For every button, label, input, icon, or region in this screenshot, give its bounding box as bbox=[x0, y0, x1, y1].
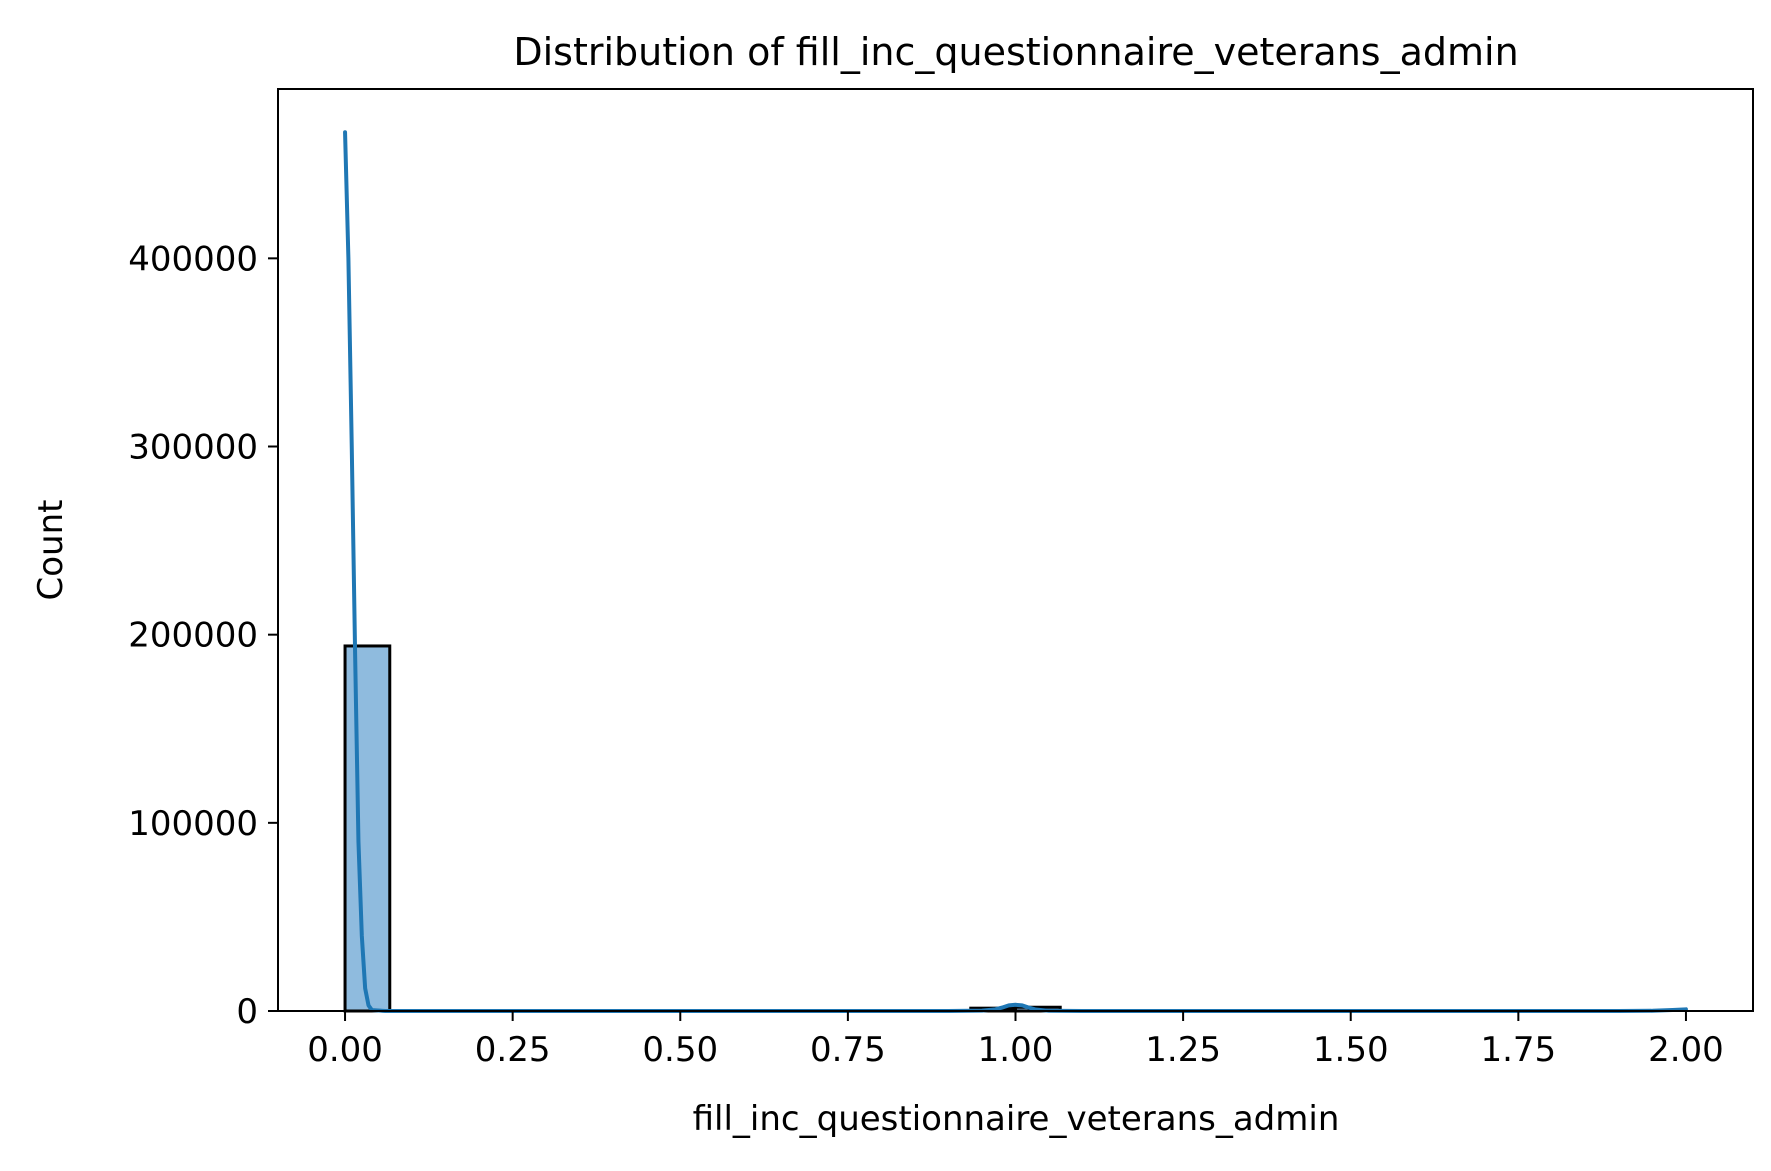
kde-curve bbox=[343, 130, 1688, 1013]
x-tick-label: 1.75 bbox=[1480, 1030, 1556, 1070]
y-tick-label: 0 bbox=[236, 992, 258, 1032]
x-axis-label: fill_inc_questionnaire_veterans_admin bbox=[693, 1099, 1340, 1139]
bars-layer bbox=[343, 644, 1062, 1013]
x-tick-label: 0.75 bbox=[810, 1030, 886, 1070]
x-tick-label: 0.00 bbox=[307, 1030, 383, 1070]
y-axis-label: Count bbox=[31, 500, 71, 601]
axes-frame bbox=[277, 88, 1754, 1012]
x-ticks: 0.00 0.25 0.50 0.75 1.00 1.25 1.50 1.75 2.00 bbox=[307, 1011, 1724, 1070]
chart-title: Distribution of fill_inc_questionnaire_v… bbox=[513, 30, 1518, 74]
histogram-bar-0 bbox=[343, 644, 392, 1013]
y-tick-label: 100000 bbox=[128, 804, 258, 844]
y-tick-label: 400000 bbox=[128, 239, 258, 279]
x-tick-label: 2.00 bbox=[1648, 1030, 1724, 1070]
x-tick-label: 1.50 bbox=[1313, 1030, 1389, 1070]
x-tick-label: 1.00 bbox=[978, 1030, 1054, 1070]
y-ticks: 0 100000 200000 300000 400000 bbox=[128, 239, 278, 1032]
x-tick-label: 1.25 bbox=[1145, 1030, 1221, 1070]
y-tick-label: 200000 bbox=[128, 616, 258, 656]
x-tick-label: 0.50 bbox=[642, 1030, 718, 1070]
kde-layer bbox=[343, 130, 1688, 1013]
y-tick-label: 300000 bbox=[128, 428, 258, 468]
x-tick-label: 0.25 bbox=[475, 1030, 551, 1070]
